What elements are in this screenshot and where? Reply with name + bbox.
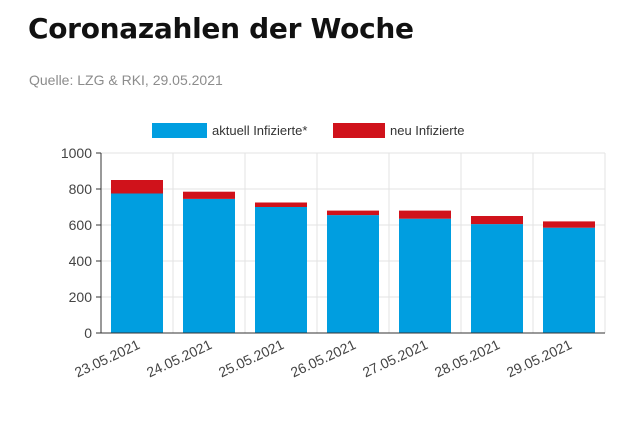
chart-bars: [111, 180, 595, 333]
stacked-bar-chart: aktuell Infizierte* neu Infizierte 0 200 40…: [61, 123, 606, 380]
x-tick-label: 27.05.2021: [360, 336, 430, 380]
bar-aktuell: [111, 193, 163, 333]
y-tick-label: 1000: [61, 145, 92, 161]
legend-label-1: aktuell Infizierte*: [212, 123, 307, 138]
y-tick-label: 200: [69, 289, 93, 305]
source-note: Quelle: LZG & RKI, 29.05.2021: [29, 72, 223, 88]
x-tick-label: 29.05.2021: [504, 336, 574, 380]
x-tick-label: 26.05.2021: [288, 336, 358, 380]
bar-neu: [111, 180, 163, 194]
x-tick-label: 25.05.2021: [216, 336, 286, 380]
bar-neu: [543, 221, 595, 228]
y-tick-label: 0: [84, 325, 92, 341]
y-axis: 0 200 400 600 800 1000: [61, 145, 102, 341]
bar-neu: [327, 210, 379, 216]
bar-aktuell: [183, 198, 235, 333]
bar-neu: [471, 216, 523, 225]
bar-aktuell: [471, 224, 523, 333]
legend-swatch-2: [333, 123, 385, 138]
x-tick-label: 23.05.2021: [72, 336, 142, 380]
page-title: Coronazahlen der Woche: [28, 12, 414, 45]
bar-neu: [399, 210, 451, 219]
legend-swatch-1: [152, 123, 207, 138]
bar-neu: [255, 202, 307, 207]
y-tick-label: 400: [69, 253, 93, 269]
chart-legend: aktuell Infizierte* neu Infizierte: [152, 123, 464, 138]
bar-aktuell: [543, 227, 595, 333]
legend-label-2: neu Infizierte: [390, 123, 464, 138]
bar-aktuell: [255, 207, 307, 333]
y-tick-label: 600: [69, 217, 93, 233]
x-axis: 23.05.2021 24.05.2021 25.05.2021 26.05.2021…: [72, 332, 605, 380]
bar-aktuell: [327, 215, 379, 333]
bar-aktuell: [399, 218, 451, 333]
x-tick-label: 24.05.2021: [144, 336, 214, 380]
bar-neu: [183, 191, 235, 199]
y-tick-label: 800: [69, 181, 93, 197]
x-tick-label: 28.05.2021: [432, 336, 502, 380]
